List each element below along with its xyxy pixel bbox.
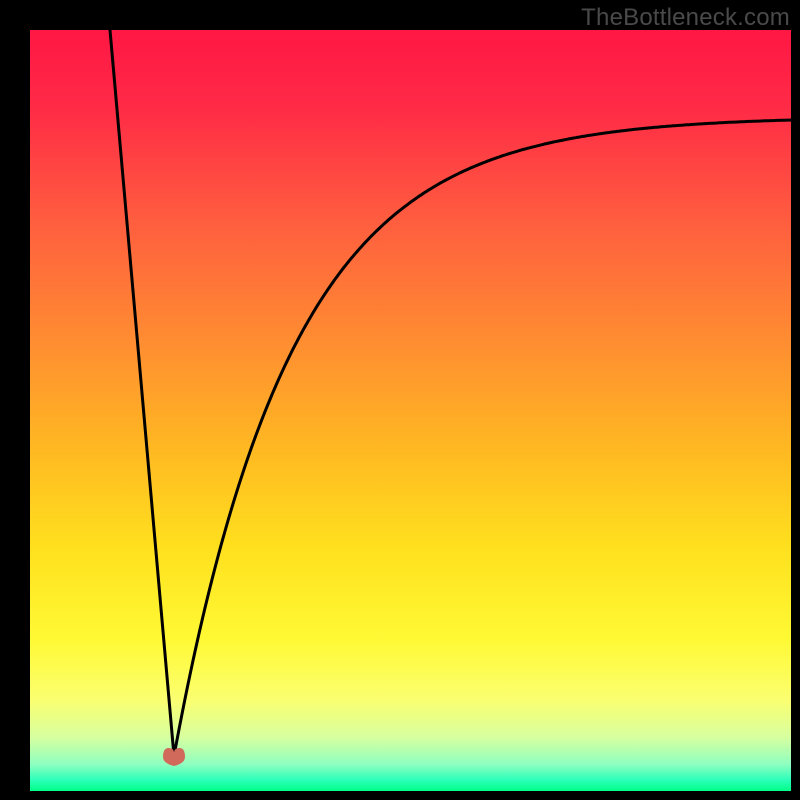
watermark-text: TheBottleneck.com <box>581 4 790 32</box>
chart-container: TheBottleneck.com <box>0 0 800 800</box>
curve-right-branch <box>174 120 791 756</box>
plot-area <box>30 30 791 791</box>
curve-left-branch <box>110 30 174 756</box>
curve-layer <box>30 30 791 791</box>
